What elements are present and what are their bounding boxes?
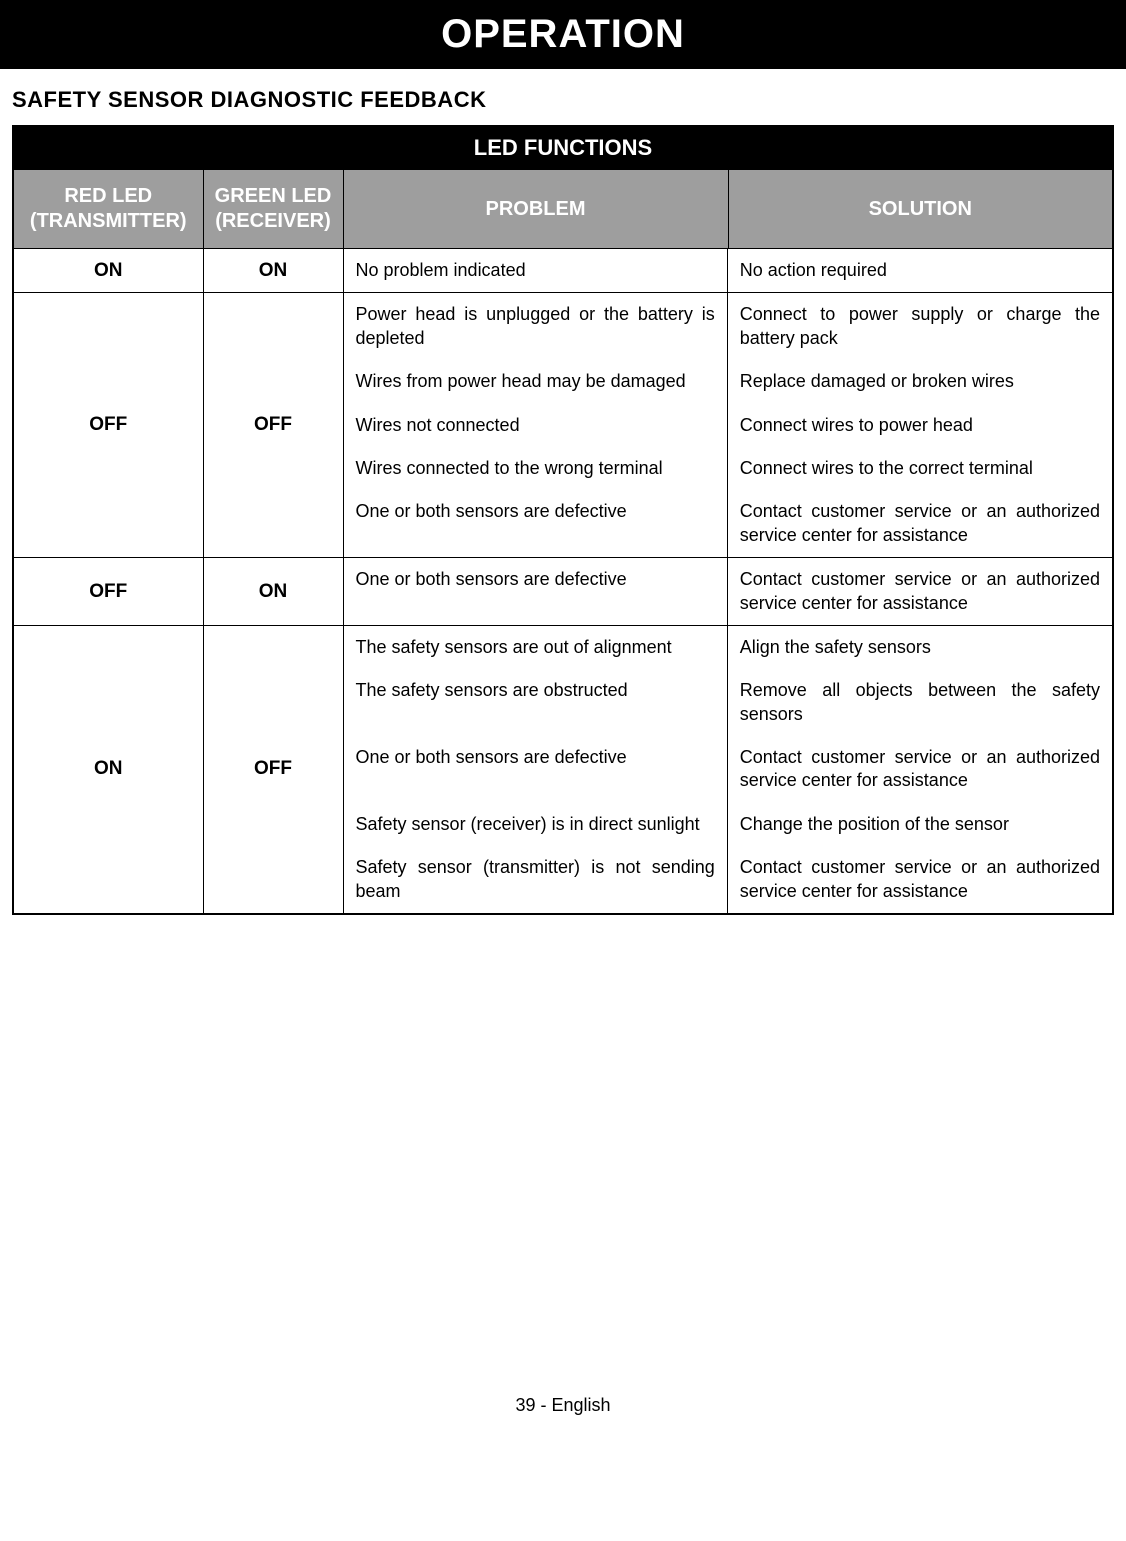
problem-text: The safety sensors are obstructed bbox=[344, 669, 728, 736]
problem-text: Wires connected to the wrong terminal bbox=[344, 447, 728, 490]
problem-solution-cell: Power head is unplugged or the battery i… bbox=[343, 293, 1113, 558]
problem-text: One or both sensors are defective bbox=[344, 558, 728, 625]
solution-text: Align the safety sensors bbox=[728, 626, 1112, 669]
problem-text: Wires not connected bbox=[344, 404, 728, 447]
table-body: ON ON No problem indicated No action req… bbox=[13, 249, 1113, 915]
problem-text: Safety sensor (transmitter) is not sendi… bbox=[344, 846, 728, 913]
green-led-state: ON bbox=[203, 558, 343, 626]
table-row: OFF ON One or both sensors are defective… bbox=[13, 558, 1113, 626]
col-header-problem: PROBLEM bbox=[343, 170, 728, 249]
solution-text: Connect wires to the correct terminal bbox=[728, 447, 1112, 490]
red-led-state: OFF bbox=[13, 293, 203, 558]
problem-text: Power head is unplugged or the battery i… bbox=[344, 293, 728, 360]
solution-text: Change the position of the sensor bbox=[728, 803, 1112, 846]
problem-solution-grid: Power head is unplugged or the battery i… bbox=[344, 293, 1113, 557]
page-footer: 39 - English bbox=[0, 1395, 1126, 1436]
green-led-state: OFF bbox=[203, 625, 343, 914]
solution-text: No action required bbox=[728, 249, 1112, 292]
table-header-row: RED LED (TRANSMITTER) GREEN LED (RECEIVE… bbox=[13, 170, 1113, 249]
red-led-state: ON bbox=[13, 625, 203, 914]
problem-solution-cell: No problem indicated No action required bbox=[343, 249, 1113, 293]
problem-text: Safety sensor (receiver) is in direct su… bbox=[344, 803, 728, 846]
table-row: OFF OFF Power head is unplugged or the b… bbox=[13, 293, 1113, 558]
problem-solution-grid: One or both sensors are defective Contac… bbox=[344, 558, 1113, 625]
problem-text: Wires from power head may be damaged bbox=[344, 360, 728, 403]
solution-text: Replace damaged or broken wires bbox=[728, 360, 1112, 403]
problem-text: One or both sensors are defective bbox=[344, 736, 728, 803]
col-header-solution: SOLUTION bbox=[728, 170, 1113, 249]
led-functions-table: LED FUNCTIONS RED LED (TRANSMITTER) GREE… bbox=[12, 125, 1114, 915]
red-led-state: OFF bbox=[13, 558, 203, 626]
col-header-green: GREEN LED (RECEIVER) bbox=[203, 170, 343, 249]
led-table-wrap: LED FUNCTIONS RED LED (TRANSMITTER) GREE… bbox=[12, 125, 1114, 915]
problem-text: The safety sensors are out of alignment bbox=[344, 626, 728, 669]
solution-text: Connect to power supply or charge the ba… bbox=[728, 293, 1112, 360]
solution-text: Remove all objects between the safety se… bbox=[728, 669, 1112, 736]
problem-solution-cell: The safety sensors are out of alignment … bbox=[343, 625, 1113, 914]
section-heading: SAFETY SENSOR DIAGNOSTIC FEEDBACK bbox=[12, 87, 1114, 113]
green-led-state: OFF bbox=[203, 293, 343, 558]
problem-text: One or both sensors are defective bbox=[344, 490, 728, 557]
problem-text: No problem indicated bbox=[344, 249, 728, 292]
problem-solution-grid: No problem indicated No action required bbox=[344, 249, 1113, 292]
table-title-row: LED FUNCTIONS bbox=[13, 126, 1113, 170]
solution-text: Connect wires to power head bbox=[728, 404, 1112, 447]
table-row: ON ON No problem indicated No action req… bbox=[13, 249, 1113, 293]
solution-text: Contact customer service or an authorize… bbox=[728, 846, 1112, 913]
table-title: LED FUNCTIONS bbox=[13, 126, 1113, 170]
page-banner: OPERATION bbox=[0, 0, 1126, 69]
solution-text: Contact customer service or an authorize… bbox=[728, 490, 1112, 557]
problem-solution-cell: One or both sensors are defective Contac… bbox=[343, 558, 1113, 626]
problem-solution-grid: The safety sensors are out of alignment … bbox=[344, 626, 1113, 913]
green-led-state: ON bbox=[203, 249, 343, 293]
col-header-red: RED LED (TRANSMITTER) bbox=[13, 170, 203, 249]
red-led-state: ON bbox=[13, 249, 203, 293]
table-row: ON OFF The safety sensors are out of ali… bbox=[13, 625, 1113, 914]
solution-text: Contact customer service or an authorize… bbox=[728, 736, 1112, 803]
solution-text: Contact customer service or an authorize… bbox=[728, 558, 1112, 625]
